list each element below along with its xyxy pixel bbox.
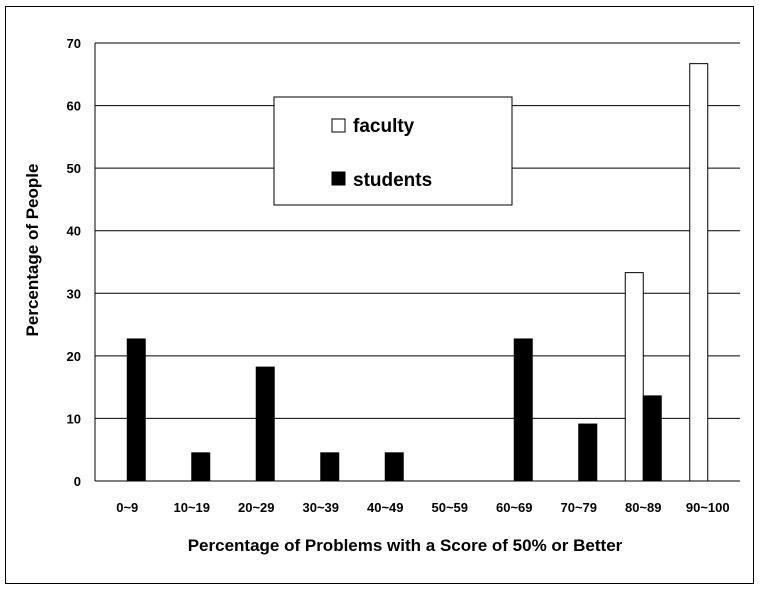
y-axis-title: Percentage of People: [23, 164, 42, 337]
bar-students: [578, 423, 598, 482]
bar-students: [642, 395, 662, 482]
legend-label-faculty: faculty: [353, 116, 415, 137]
bar-students: [255, 366, 275, 482]
x-tick-label: 0~9: [116, 500, 138, 515]
x-tick-label: 90~100: [686, 500, 730, 515]
y-tick-label: 70: [67, 36, 81, 51]
y-tick-label: 0: [74, 474, 81, 489]
legend-label-students: students: [353, 170, 432, 191]
legend: faculty students: [273, 96, 513, 206]
legend-swatch-students: [331, 171, 346, 186]
x-tick-label: 30~39: [302, 500, 339, 515]
bar-faculty: [689, 63, 709, 482]
bar-students: [191, 452, 211, 482]
x-axis-title: Percentage of Problems with a Score of 5…: [188, 536, 623, 555]
bar-faculty: [624, 272, 644, 482]
legend-swatch-faculty: [331, 118, 346, 133]
bar-students: [513, 338, 533, 482]
x-tick-label: 70~79: [560, 500, 597, 515]
x-tick-label: 60~69: [496, 500, 533, 515]
x-tick-label: 50~59: [431, 500, 468, 515]
x-tick-label: 80~89: [625, 500, 662, 515]
y-tick-label: 10: [67, 411, 81, 426]
y-tick-label: 50: [67, 161, 81, 176]
axes: [94, 43, 740, 482]
bar-students: [126, 338, 146, 482]
x-tick-label: 10~19: [173, 500, 210, 515]
x-tick-label: 40~49: [367, 500, 404, 515]
bar-students: [320, 452, 340, 482]
bars: [126, 63, 709, 482]
legend-box: [273, 96, 513, 206]
x-tick-label: 20~29: [238, 500, 275, 515]
tick-labels: 0 10 20 30 40 50 60 70 0~9 10~19 20~29 30~39 40~49 50…: [67, 36, 730, 515]
y-tick-label: 60: [67, 99, 81, 114]
y-tick-label: 30: [67, 286, 81, 301]
y-tick-label: 20: [67, 349, 81, 364]
y-tick-label: 40: [67, 224, 81, 239]
bar-students: [384, 452, 404, 482]
